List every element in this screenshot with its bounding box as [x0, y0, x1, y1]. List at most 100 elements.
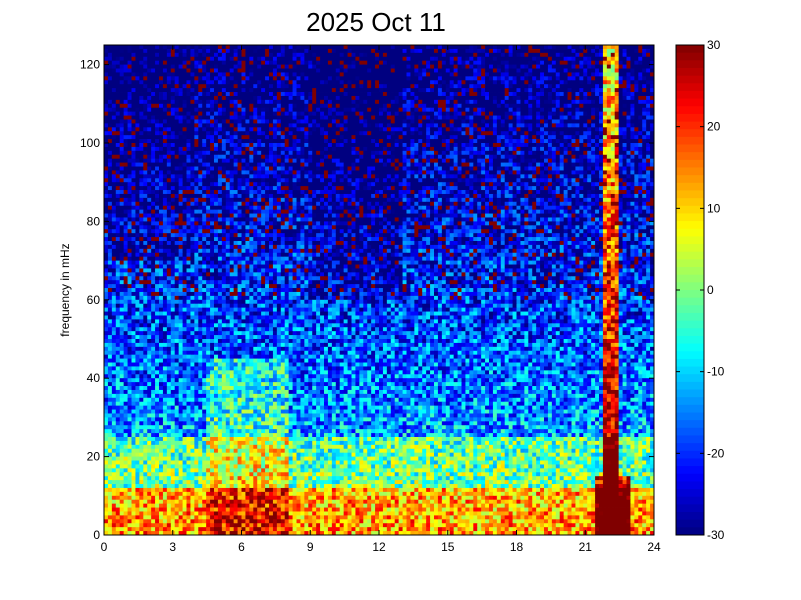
heatmap-cell	[445, 115, 451, 120]
heatmap-cell	[186, 174, 191, 179]
heatmap-cell	[296, 76, 301, 81]
heatmap-cell	[390, 80, 396, 85]
heatmap-cell	[217, 84, 223, 89]
heatmap-cell	[123, 80, 128, 85]
heatmap-cell	[504, 52, 510, 58]
heatmap-cell	[453, 56, 458, 62]
heatmap-cell	[186, 107, 191, 113]
heatmap-cell	[111, 166, 117, 171]
heatmap-cell	[280, 45, 286, 50]
heatmap-cell	[626, 80, 631, 85]
heatmap-cell	[320, 56, 325, 62]
heatmap-cell	[241, 127, 246, 132]
heatmap-cell	[241, 182, 246, 187]
heatmap-cell	[386, 48, 392, 54]
heatmap-cell	[233, 95, 238, 101]
heatmap-cell	[221, 76, 227, 81]
heatmap-cell	[434, 178, 439, 183]
heatmap-cell	[170, 52, 176, 58]
heatmap-cell	[371, 123, 376, 128]
heatmap-cell	[398, 52, 403, 58]
heatmap-cell	[614, 107, 620, 113]
heatmap-cell	[477, 158, 482, 163]
heatmap-cell	[559, 170, 565, 175]
heatmap-cell	[210, 178, 215, 183]
heatmap-cell	[418, 170, 423, 175]
heatmap-cell	[418, 111, 423, 116]
heatmap-cell	[437, 166, 443, 171]
heatmap-cell	[351, 119, 356, 124]
heatmap-cell	[410, 84, 415, 89]
heatmap-cell	[630, 107, 635, 113]
heatmap-cell	[536, 111, 541, 116]
heatmap-cell	[139, 99, 144, 105]
heatmap-cell	[210, 60, 215, 65]
heatmap-cell	[320, 80, 325, 85]
heatmap-cell	[555, 143, 561, 148]
heatmap-cell	[159, 182, 164, 187]
heatmap-cell	[316, 178, 321, 183]
heatmap-cell	[496, 60, 502, 65]
heatmap-cell	[202, 158, 207, 163]
heatmap-cell	[638, 80, 643, 85]
heatmap-cell	[489, 178, 494, 183]
heatmap-cell	[547, 135, 553, 140]
heatmap-cell	[312, 174, 317, 179]
heatmap-cell	[465, 84, 470, 89]
heatmap-cell	[469, 72, 474, 77]
heatmap-cell	[614, 127, 620, 132]
heatmap-cell	[367, 92, 372, 97]
heatmap-cell	[143, 146, 148, 152]
heatmap-cell	[544, 95, 549, 101]
heatmap-cell	[410, 154, 415, 160]
heatmap-cell	[241, 52, 246, 58]
heatmap-cell	[528, 162, 533, 167]
heatmap-cell	[269, 45, 274, 50]
heatmap-cell	[386, 95, 392, 101]
heatmap-cell	[343, 99, 348, 105]
heatmap-cell	[449, 115, 455, 120]
heatmap-cell	[398, 84, 403, 89]
heatmap-cell	[606, 115, 612, 120]
heatmap-cell	[190, 115, 195, 120]
heatmap-cell	[162, 139, 168, 144]
heatmap-cell	[382, 174, 388, 179]
heatmap-cell	[512, 178, 517, 183]
heatmap-cell	[437, 178, 443, 183]
heatmap-cell	[170, 178, 176, 183]
heatmap-cell	[547, 170, 553, 175]
heatmap-cell	[437, 52, 443, 58]
heatmap-cell	[547, 131, 553, 136]
heatmap-cell	[331, 68, 337, 73]
heatmap-cell	[221, 182, 227, 187]
heatmap-cell	[614, 88, 620, 93]
heatmap-cell	[371, 166, 376, 171]
heatmap-cell	[555, 178, 561, 183]
heatmap-cell	[194, 170, 199, 175]
heatmap-cell	[532, 52, 537, 58]
heatmap-cell	[606, 107, 612, 113]
heatmap-cell	[532, 48, 537, 54]
heatmap-cell	[265, 76, 270, 81]
heatmap-cell	[107, 146, 113, 152]
heatmap-cell	[343, 84, 348, 89]
heatmap-cell	[465, 178, 470, 183]
heatmap-cell	[489, 60, 494, 65]
heatmap-cell	[614, 115, 620, 120]
heatmap-cell	[316, 92, 321, 97]
heatmap-cell	[445, 99, 451, 105]
heatmap-cell	[316, 123, 321, 128]
heatmap-cell	[473, 111, 478, 116]
heatmap-cell	[489, 84, 494, 89]
heatmap-cell	[327, 170, 333, 175]
heatmap-cell	[363, 139, 368, 144]
heatmap-cell	[441, 154, 447, 160]
heatmap-cell	[406, 182, 411, 187]
heatmap-cell	[595, 56, 600, 62]
heatmap-cell	[217, 52, 223, 58]
heatmap-cell	[500, 150, 506, 156]
heatmap-cell	[245, 64, 250, 69]
heatmap-cell	[579, 88, 584, 93]
heatmap-cell	[155, 166, 160, 171]
heatmap-cell	[331, 76, 337, 81]
